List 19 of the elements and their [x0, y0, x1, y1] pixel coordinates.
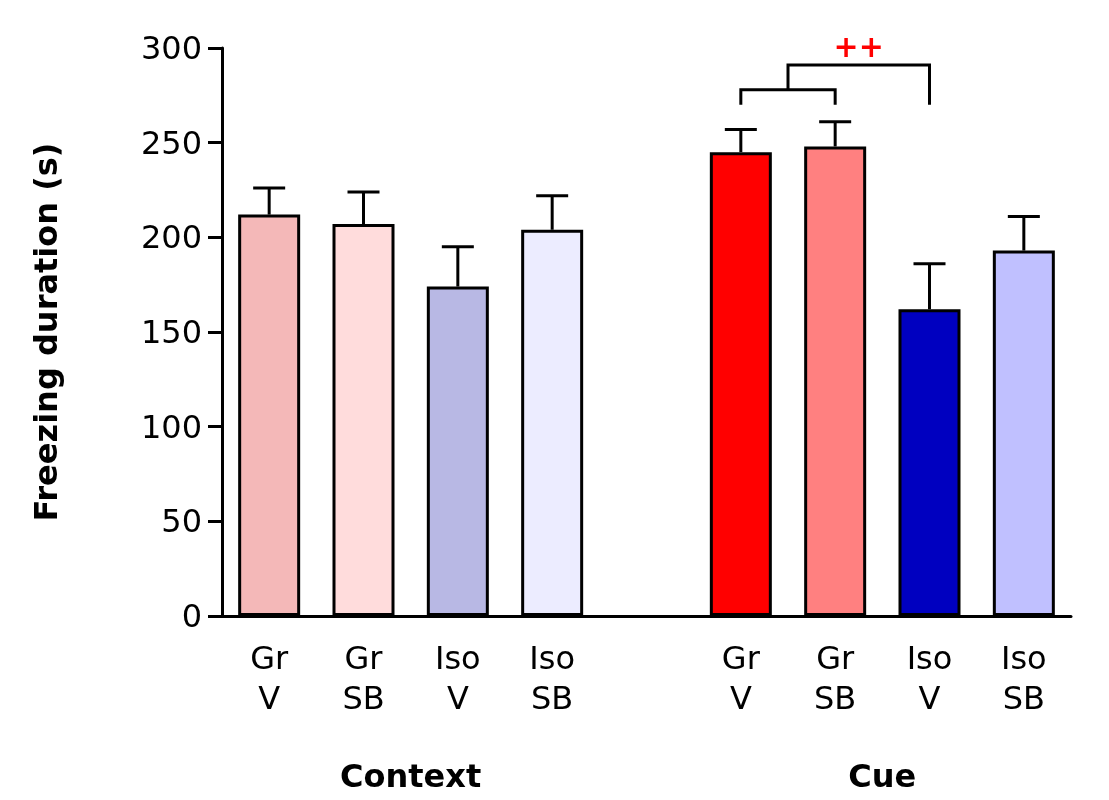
y-tick-label: 0 — [181, 597, 202, 635]
annotation: ++ — [833, 28, 884, 64]
y-tick-label: 200 — [140, 218, 202, 257]
y-tick-label: 250 — [140, 123, 202, 162]
x-tick-label: Iso V — [906, 639, 953, 717]
x-tick-label: Iso SB — [1000, 639, 1047, 717]
x-tick-label: Iso SB — [529, 639, 576, 717]
text: Context — [340, 757, 482, 795]
x-tick-label: Gr SB — [342, 639, 385, 717]
text: Cue — [848, 757, 917, 795]
x-tick-label: Gr V — [721, 639, 761, 717]
y-axis-title: Freezing duration (s) — [27, 142, 65, 522]
y-tick-label: 100 — [140, 407, 202, 446]
y-tick-label: 150 — [140, 313, 202, 351]
x-tick-label: Iso V — [434, 639, 481, 717]
x-tick-label: Gr SB — [814, 639, 857, 717]
x-tick-label: Gr V — [250, 639, 289, 717]
y-tick-label: 300 — [140, 29, 202, 67]
y-tick-label: 50 — [161, 502, 202, 541]
